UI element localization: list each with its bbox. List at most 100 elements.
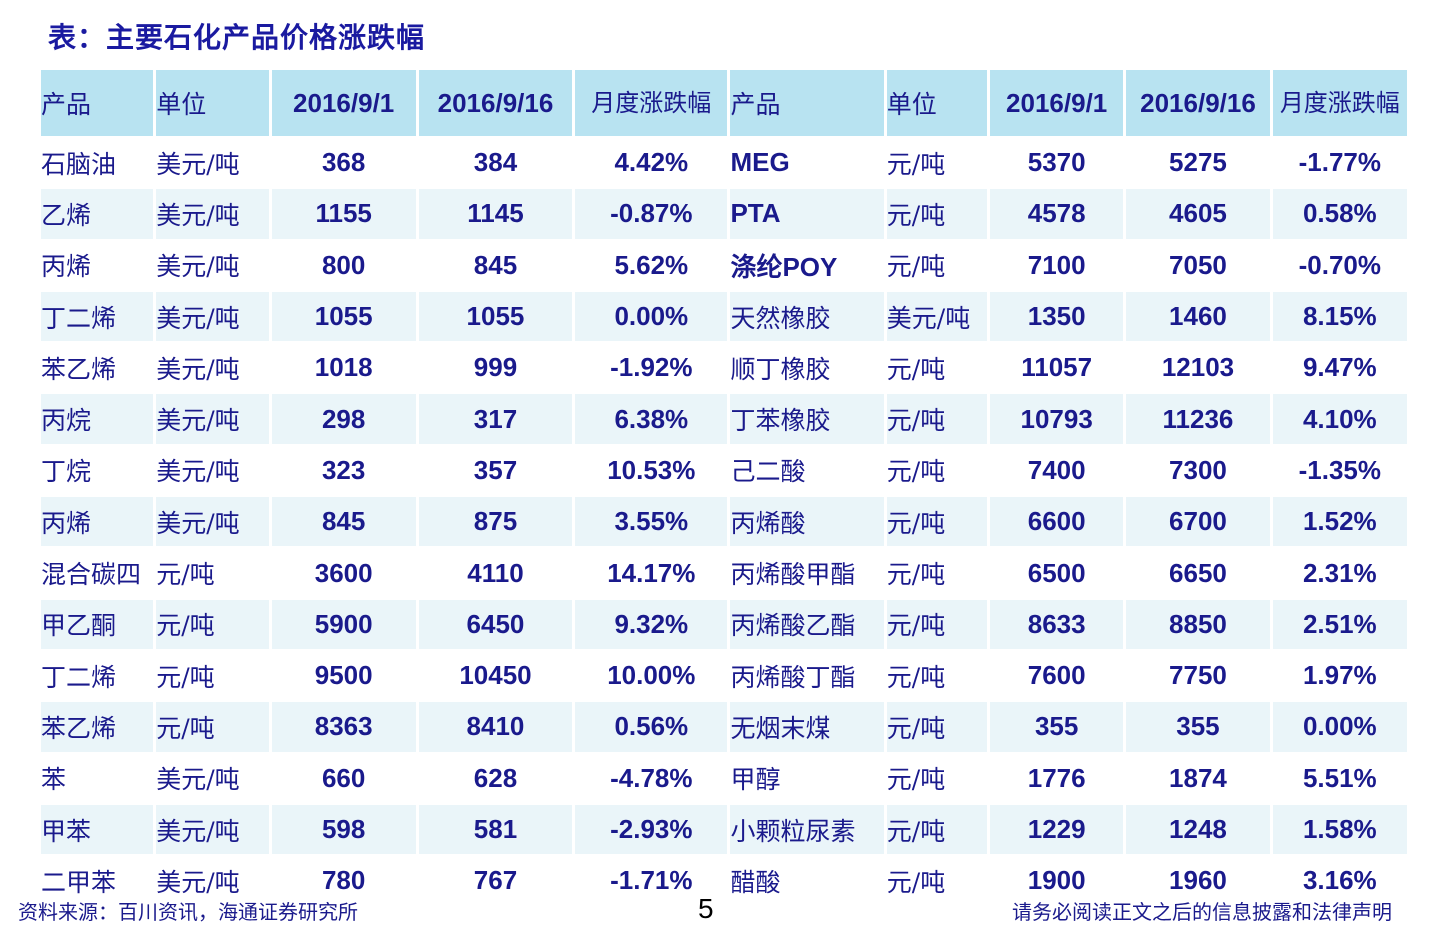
- price-end-right: 355: [1126, 700, 1270, 752]
- price-start: 780: [271, 854, 416, 906]
- price-start-right: 7400: [990, 443, 1124, 496]
- table-row: 甲苯 美元/吨 598 581 -2.93% 小颗粒尿素 元/吨 1229 12…: [41, 802, 1407, 855]
- price-end: 6450: [418, 597, 573, 649]
- unit-right: 元/吨: [886, 597, 988, 649]
- price-end-right: 8850: [1126, 597, 1270, 649]
- data-source-note: 资料来源：百川资讯，海通证券研究所: [18, 900, 358, 924]
- header-date-end: 2016/9/16: [418, 70, 573, 136]
- price-start: 845: [271, 495, 416, 547]
- monthly-change-right: -1.35%: [1272, 443, 1407, 496]
- monthly-change-right: 2.51%: [1272, 597, 1407, 649]
- header-date-start: 2016/9/1: [271, 70, 416, 136]
- product-name: 石脑油: [41, 136, 154, 188]
- header-date-start-right: 2016/9/1: [990, 70, 1124, 136]
- unit-right: 元/吨: [886, 854, 988, 906]
- monthly-change-right: -1.77%: [1272, 136, 1407, 188]
- header-product-right: 产品: [730, 70, 884, 136]
- price-start: 298: [271, 392, 416, 444]
- price-end-right: 1960: [1126, 854, 1270, 906]
- product-name: 丙烯: [41, 495, 154, 547]
- monthly-change: 4.42%: [575, 136, 728, 188]
- price-start: 9500: [271, 648, 416, 701]
- monthly-change: 6.38%: [575, 392, 728, 444]
- monthly-change-right: 1.58%: [1272, 802, 1407, 855]
- product-name: 二甲苯: [41, 854, 154, 906]
- unit: 元/吨: [156, 546, 269, 598]
- product-name-right: 天然橡胶: [730, 289, 884, 342]
- product-name: 苯乙烯: [41, 700, 154, 752]
- price-start: 1155: [271, 187, 416, 239]
- price-start-right: 1350: [990, 289, 1124, 342]
- price-start-right: 8633: [990, 597, 1124, 649]
- price-end-right: 7050: [1126, 238, 1270, 290]
- price-end-right: 12103: [1126, 341, 1270, 393]
- monthly-change: 14.17%: [575, 546, 728, 598]
- price-start: 3600: [271, 546, 416, 598]
- monthly-change: -2.93%: [575, 802, 728, 855]
- price-start-right: 6500: [990, 546, 1124, 598]
- price-start-right: 1776: [990, 751, 1124, 803]
- product-name: 苯: [41, 751, 154, 803]
- unit-right: 元/吨: [886, 751, 988, 803]
- product-name-right: 小颗粒尿素: [730, 802, 884, 855]
- price-end: 1055: [418, 289, 573, 342]
- product-name: 丁烷: [41, 443, 154, 496]
- monthly-change-right: 1.97%: [1272, 648, 1407, 701]
- page-title: 表：主要石化产品价格涨跌幅: [48, 21, 426, 54]
- price-end: 357: [418, 443, 573, 496]
- product-name-right: 丙烯酸: [730, 495, 884, 547]
- monthly-change: -4.78%: [575, 751, 728, 803]
- table-row: 混合碳四 元/吨 3600 4110 14.17% 丙烯酸甲酯 元/吨 6500…: [41, 546, 1407, 598]
- price-end-right: 1460: [1126, 289, 1270, 342]
- monthly-change-right: 0.00%: [1272, 700, 1407, 752]
- page-number: 5: [698, 893, 714, 924]
- table-row: 丙烯 美元/吨 845 875 3.55% 丙烯酸 元/吨 6600 6700 …: [41, 495, 1407, 547]
- unit: 美元/吨: [156, 187, 269, 239]
- product-name-right: 丙烯酸丁酯: [730, 648, 884, 701]
- unit: 美元/吨: [156, 341, 269, 393]
- table-row: 乙烯 美元/吨 1155 1145 -0.87% PTA 元/吨 4578 46…: [41, 187, 1407, 239]
- monthly-change: 10.00%: [575, 648, 728, 701]
- unit: 元/吨: [156, 648, 269, 701]
- unit: 美元/吨: [156, 495, 269, 547]
- unit: 美元/吨: [156, 751, 269, 803]
- unit-right: 元/吨: [886, 341, 988, 393]
- price-end: 384: [418, 136, 573, 188]
- price-end-right: 1874: [1126, 751, 1270, 803]
- price-start: 660: [271, 751, 416, 803]
- product-name-right: 甲醇: [730, 751, 884, 803]
- product-name-right: MEG: [730, 136, 884, 188]
- monthly-change-right: -0.70%: [1272, 238, 1407, 290]
- product-name-right: 醋酸: [730, 854, 884, 906]
- price-end: 999: [418, 341, 573, 393]
- monthly-change-right: 2.31%: [1272, 546, 1407, 598]
- price-start-right: 11057: [990, 341, 1124, 393]
- price-end: 628: [418, 751, 573, 803]
- monthly-change-right: 8.15%: [1272, 289, 1407, 342]
- price-change-table: 产品 单位 2016/9/1 2016/9/16 月度涨跌幅 产品 单位 201…: [38, 70, 1410, 906]
- unit: 美元/吨: [156, 854, 269, 906]
- product-name: 丁二烯: [41, 289, 154, 342]
- table-row: 丁二烯 美元/吨 1055 1055 0.00% 天然橡胶 美元/吨 1350 …: [41, 289, 1407, 342]
- unit-right: 元/吨: [886, 187, 988, 239]
- monthly-change-right: 5.51%: [1272, 751, 1407, 803]
- price-end-right: 7750: [1126, 648, 1270, 701]
- table-header-row: 产品 单位 2016/9/1 2016/9/16 月度涨跌幅 产品 单位 201…: [41, 70, 1407, 136]
- product-name: 丁二烯: [41, 648, 154, 701]
- header-unit-right: 单位: [886, 70, 988, 136]
- monthly-change: -1.92%: [575, 341, 728, 393]
- unit-right: 元/吨: [886, 443, 988, 496]
- price-start: 800: [271, 238, 416, 290]
- product-name: 甲苯: [41, 802, 154, 855]
- unit-right: 元/吨: [886, 238, 988, 290]
- monthly-change-right: 3.16%: [1272, 854, 1407, 906]
- price-start: 368: [271, 136, 416, 188]
- product-name: 丙烯: [41, 238, 154, 290]
- price-start: 5900: [271, 597, 416, 649]
- table-row: 苯乙烯 元/吨 8363 8410 0.56% 无烟末煤 元/吨 355 355…: [41, 700, 1407, 752]
- monthly-change-right: 1.52%: [1272, 495, 1407, 547]
- unit-right: 元/吨: [886, 700, 988, 752]
- price-end: 581: [418, 802, 573, 855]
- table-row: 丙烯 美元/吨 800 845 5.62% 涤纶POY 元/吨 7100 705…: [41, 238, 1407, 290]
- product-name: 甲乙酮: [41, 597, 154, 649]
